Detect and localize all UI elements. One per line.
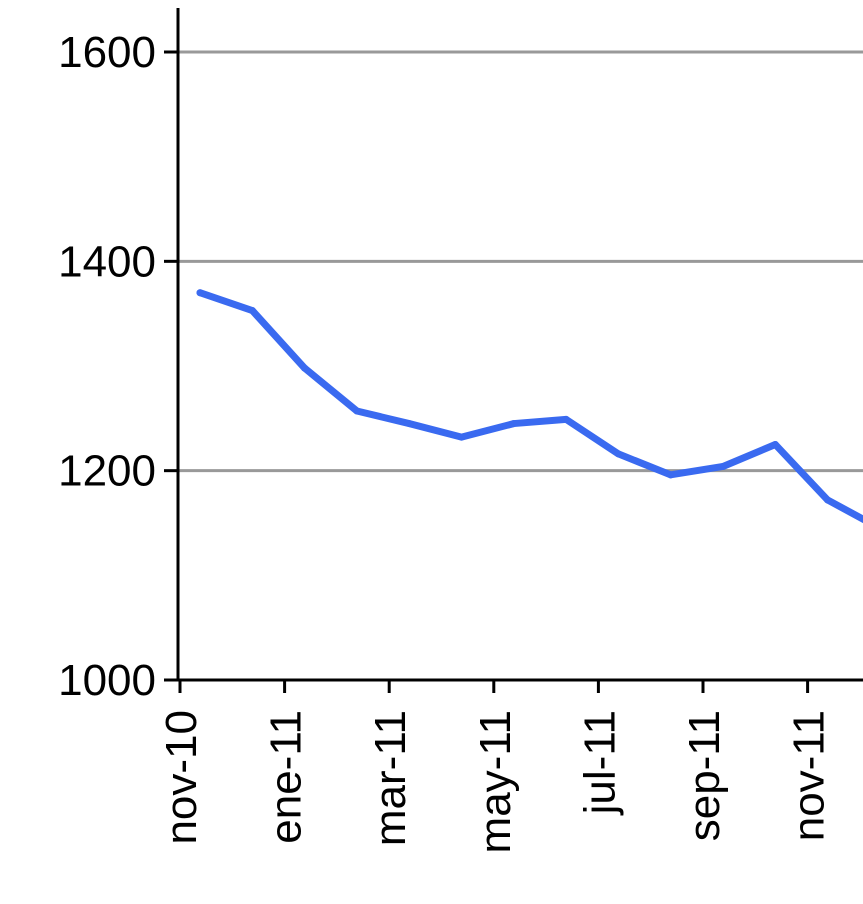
data-point-ago-11 [667, 471, 675, 479]
data-point-dic-10 [248, 307, 256, 315]
y-tick-label-1400: 1400 [58, 237, 156, 286]
x-tick-label-jul-11: jul-11 [575, 710, 624, 816]
data-point-may-11 [510, 420, 518, 428]
data-point-ene-11 [301, 364, 309, 372]
data-point-nov-11 [824, 496, 832, 504]
data-point-jun-11 [562, 415, 570, 423]
data-point-jul-11 [614, 450, 622, 458]
data-point-nov-10 [196, 289, 204, 297]
axes [164, 8, 863, 693]
y-tick-label-1600: 1600 [58, 28, 156, 77]
x-tick-label-nov-10: nov-10 [157, 710, 206, 845]
series-line-0 [196, 289, 863, 524]
y-tick-label-1200: 1200 [58, 447, 156, 496]
x-tick-label-may-11: may-11 [471, 710, 520, 853]
x-tick-label-sep-11: sep-11 [680, 710, 729, 841]
x-tick-label-ene-11: ene-11 [262, 710, 311, 844]
y-axis-tick-labels: 1000 1200 1400 1600 [58, 28, 156, 705]
x-axis-tick-labels: nov-10 ene-11 mar-11 may-11 jul-11 sep-11 nov-… [157, 710, 834, 853]
grid-lines [178, 50, 863, 473]
data-point-mar-11 [405, 420, 413, 428]
series-layer [196, 289, 863, 524]
data-point-oct-11 [771, 441, 779, 448]
data-point-sep-11 [719, 462, 727, 470]
data-point-abr-11 [458, 433, 465, 441]
data-point-feb-11 [353, 407, 361, 415]
y-tick-label-1000: 1000 [58, 656, 156, 705]
x-tick-label-mar-11: mar-11 [366, 710, 415, 846]
x-tick-label-nov-11: nov-11 [785, 710, 834, 841]
